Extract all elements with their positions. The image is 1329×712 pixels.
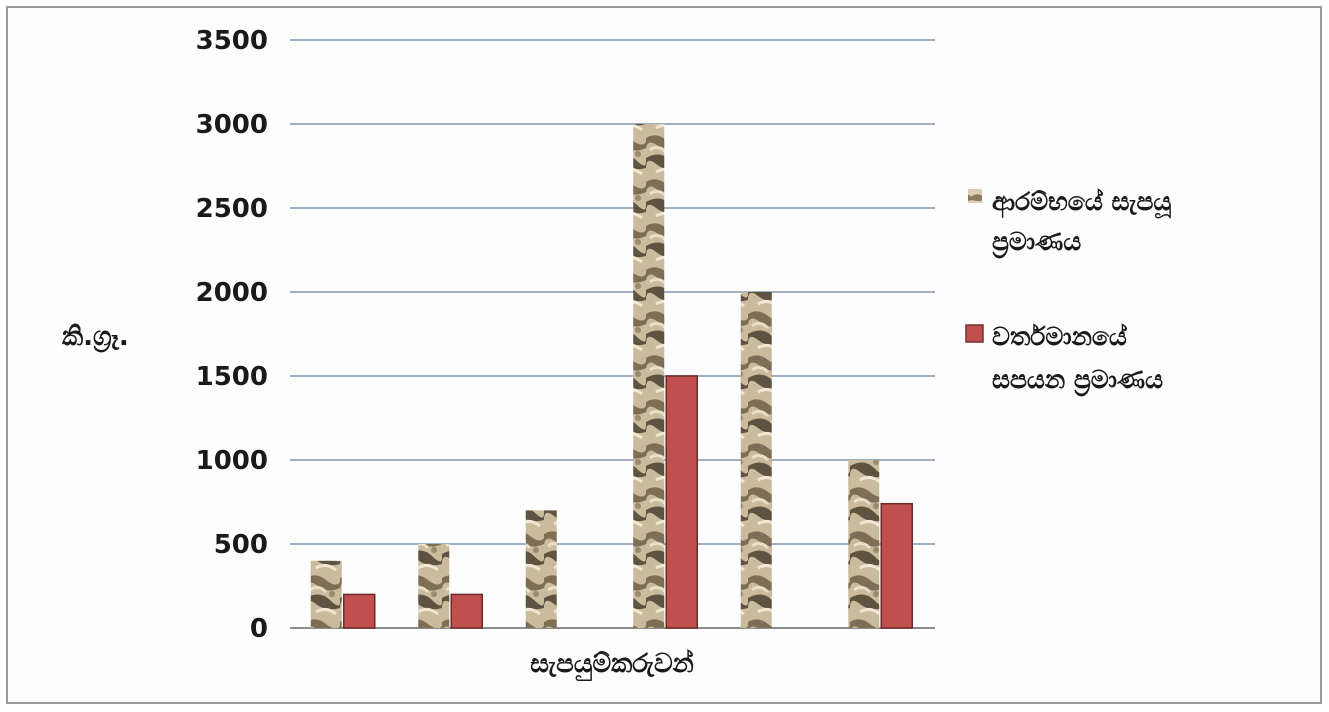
bar-series-1-cat-6 — [848, 460, 880, 628]
y-axis-title: කි.ග්‍රෑ. — [62, 322, 129, 354]
legend-item-series-2: වර්තමානයේ සපයන ප්‍රමාණය — [965, 322, 1163, 397]
bar-series-1-cat-3 — [525, 510, 557, 628]
y-tick-label: 0 — [250, 614, 268, 644]
y-tick-label: 1000 — [196, 446, 268, 476]
y-tick-label: 500 — [214, 530, 268, 560]
legend-item-series-1: ආරම්භයේ සැපයූ ප්‍රමාණය — [968, 187, 1171, 259]
legend-label-series-1-line-1: ආරම්භයේ සැපයූ — [992, 187, 1171, 220]
x-axis-title: සැපයුම්කරුවන් — [530, 649, 694, 682]
y-tick-label: 3500 — [196, 26, 268, 56]
bar-series-1-cat-5 — [740, 292, 772, 628]
bars — [310, 124, 913, 629]
legend-swatch-series-2 — [965, 324, 984, 343]
bar-series-2-cat-4 — [665, 375, 698, 629]
y-tick-label: 2500 — [196, 194, 268, 224]
y-axis-ticks: 0 500 1000 1500 2000 2500 3000 3500 — [196, 26, 268, 644]
bar-series-2-cat-1 — [343, 593, 376, 629]
legend-label-series-2-line-1: වර්තමානයේ — [992, 322, 1128, 351]
legend-label-series-1-line-2: ප්‍රමාණය — [992, 227, 1081, 259]
legend: ආරම්භයේ සැපයූ ප්‍රමාණය වර්තමානයේ සපයන ප්… — [965, 187, 1171, 397]
gridlines — [290, 39, 935, 545]
y-tick-label: 3000 — [196, 110, 268, 140]
bar-series-2-cat-2 — [450, 593, 483, 629]
y-tick-label: 1500 — [196, 362, 268, 392]
bar-series-2-cat-6 — [880, 502, 913, 629]
bar-series-1-cat-1 — [310, 560, 342, 628]
y-tick-label: 2000 — [196, 278, 268, 308]
legend-swatch-series-1 — [968, 189, 982, 203]
bar-series-1-cat-2 — [418, 544, 450, 628]
bar-series-1-cat-4 — [633, 124, 665, 628]
legend-label-series-2-line-2: සපයන ප්‍රමාණය — [992, 365, 1163, 397]
